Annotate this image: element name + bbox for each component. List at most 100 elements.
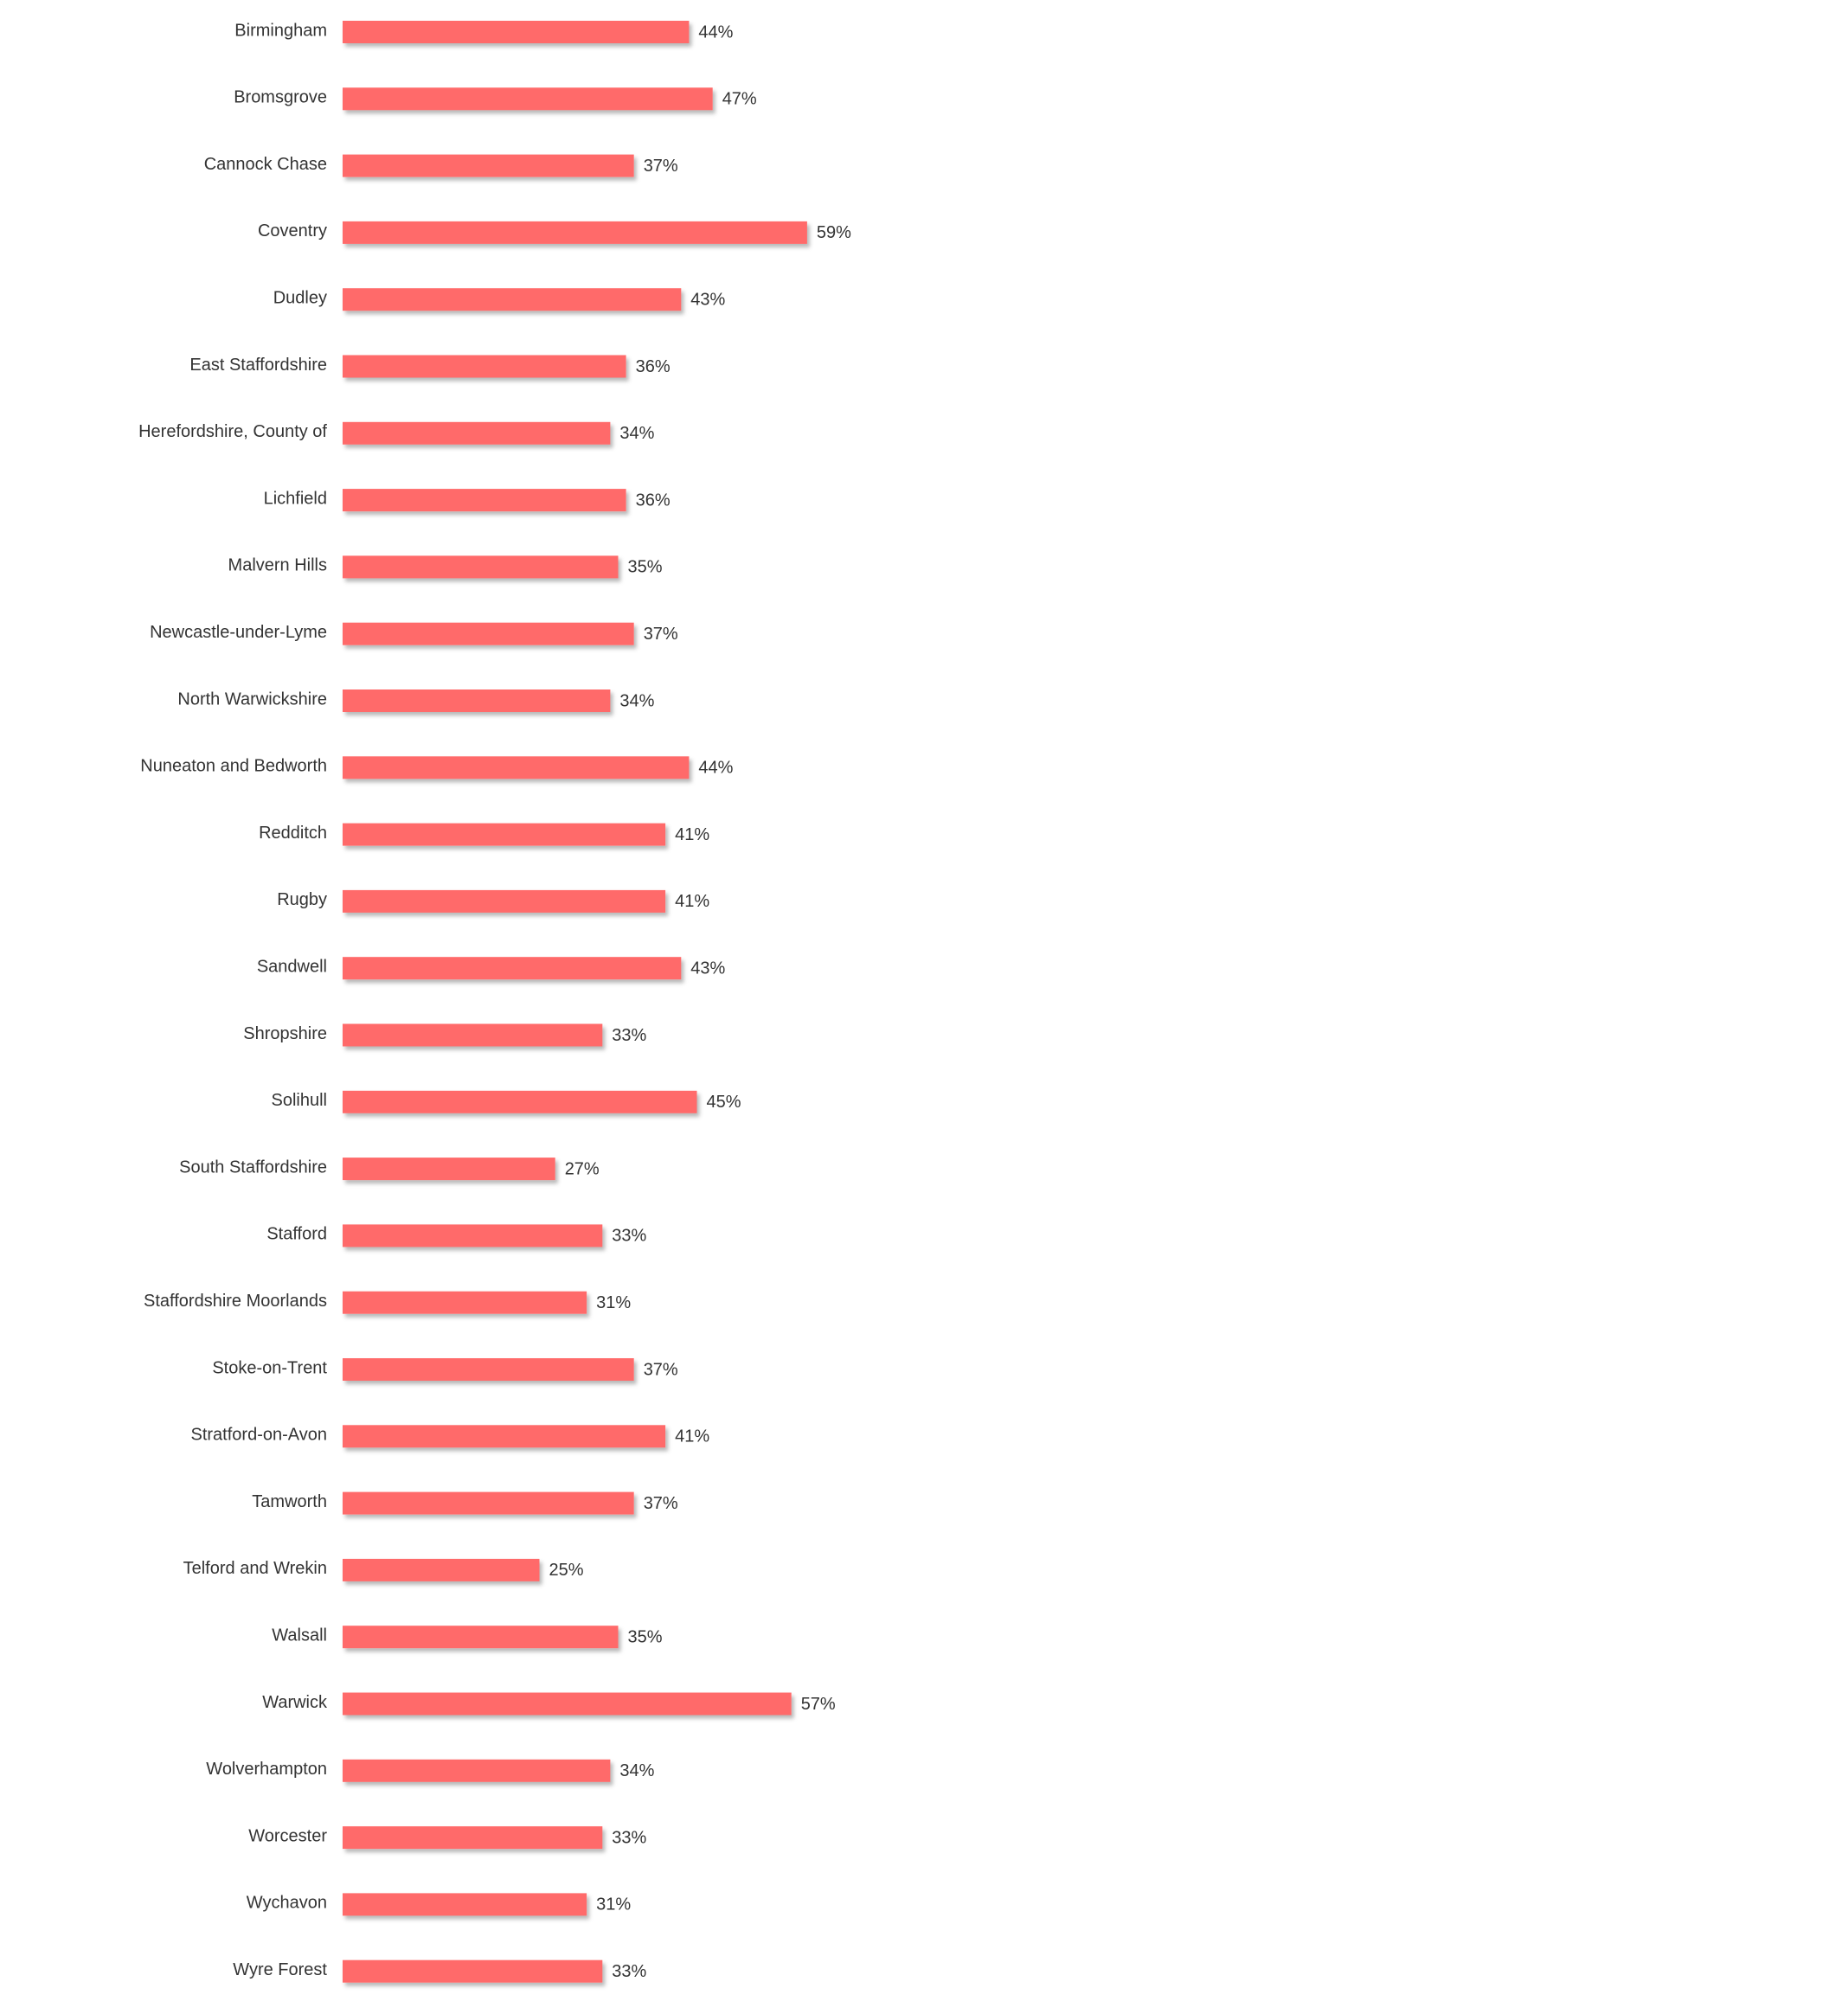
value-label: 33% <box>612 1828 646 1847</box>
category-label: Warwick <box>262 1693 328 1712</box>
value-label: 57% <box>801 1695 836 1714</box>
bar-row: Bromsgrove 47% <box>234 87 757 111</box>
category-label: Wyre Forest <box>233 1960 327 1979</box>
bar <box>343 1558 540 1581</box>
bar <box>343 1826 603 1850</box>
category-label: East Staffordshire <box>189 356 327 375</box>
bar-row: Newcastle-under-Lyme 37% <box>150 622 678 645</box>
category-label: Stratford-on-Avon <box>191 1426 328 1445</box>
bar <box>343 1023 603 1047</box>
bar <box>343 1959 603 1983</box>
category-label: Sandwell <box>257 957 327 976</box>
bar-row: Redditch 41% <box>259 823 709 846</box>
bar-row: Shropshire 33% <box>243 1023 647 1047</box>
bar-row: South Staffordshire 27% <box>179 1158 600 1181</box>
bar-row: Herefordshire, County of 34% <box>138 421 655 445</box>
value-label: 44% <box>698 22 733 42</box>
bar-row: Wyre Forest 33% <box>233 1959 647 1983</box>
bar <box>343 1759 611 1782</box>
value-label: 43% <box>690 959 725 978</box>
bar-row: Staffordshire Moorlands 31% <box>144 1291 631 1314</box>
bar-row: Walsall 35% <box>272 1626 663 1649</box>
category-label: South Staffordshire <box>179 1158 327 1177</box>
bar-row: Sandwell 43% <box>257 957 726 980</box>
bar-row: Nuneaton and Bedworth 44% <box>140 756 734 779</box>
bar <box>343 1491 634 1515</box>
bar <box>343 1893 587 1916</box>
value-label: 43% <box>690 290 725 309</box>
value-label: 27% <box>565 1159 600 1178</box>
value-label: 41% <box>675 825 709 844</box>
bar <box>343 689 611 712</box>
category-label: Rugby <box>277 890 327 909</box>
bar <box>343 1692 792 1716</box>
bar <box>343 823 666 846</box>
bar <box>343 1158 555 1181</box>
bar <box>343 421 611 445</box>
value-label: 33% <box>612 1962 646 1981</box>
bar-row: Cannock Chase 37% <box>204 154 678 177</box>
value-label: 34% <box>619 691 654 710</box>
bar <box>343 355 626 378</box>
bar <box>343 555 619 579</box>
category-label: Walsall <box>272 1626 327 1645</box>
value-label: 25% <box>549 1561 584 1580</box>
bar-row: Dudley 43% <box>273 288 726 311</box>
bar <box>343 87 713 111</box>
bar <box>343 957 682 980</box>
value-label: 35% <box>628 558 663 577</box>
bar <box>343 1626 619 1649</box>
value-label: 37% <box>644 625 678 644</box>
category-label: Dudley <box>273 288 327 307</box>
bar <box>343 21 690 43</box>
category-label: Staffordshire Moorlands <box>144 1292 327 1311</box>
bar-row: Stafford 33% <box>266 1224 647 1247</box>
value-label: 31% <box>596 1895 631 1914</box>
category-label: Cannock Chase <box>204 155 327 174</box>
category-label: Worcester <box>248 1826 327 1845</box>
bar-row: Wolverhampton 34% <box>206 1759 655 1782</box>
bar <box>343 1090 697 1113</box>
category-label: Wolverhampton <box>206 1760 327 1779</box>
value-label: 33% <box>612 1026 646 1045</box>
category-label: Shropshire <box>243 1024 327 1043</box>
value-label: 37% <box>644 1494 678 1513</box>
value-label: 31% <box>596 1293 631 1312</box>
value-label: 37% <box>644 1360 678 1379</box>
category-label: Solihull <box>272 1091 327 1110</box>
category-label: Redditch <box>259 824 327 843</box>
category-label: Wychavon <box>247 1894 327 1913</box>
category-label: Bromsgrove <box>234 88 327 107</box>
bar-row: Wychavon 31% <box>247 1893 631 1916</box>
bar-row: Worcester 33% <box>248 1826 647 1850</box>
bar-row: Malvern Hills 35% <box>228 555 663 579</box>
bar <box>343 1224 603 1247</box>
category-label: Nuneaton and Bedworth <box>140 757 327 776</box>
category-label: Stafford <box>266 1225 327 1244</box>
bar-row: Tamworth 37% <box>252 1491 678 1515</box>
value-label: 45% <box>707 1093 741 1112</box>
value-label: 59% <box>817 223 851 242</box>
value-label: 34% <box>619 424 654 443</box>
category-label: North Warwickshire <box>177 689 327 709</box>
bar-row: Solihull 45% <box>272 1090 741 1113</box>
bar <box>343 1291 587 1314</box>
bar-row: North Warwickshire 34% <box>177 689 655 712</box>
category-label: Telford and Wrekin <box>183 1559 327 1578</box>
bar <box>343 1358 634 1381</box>
bars-layer: Birmingham 44% Bromsgrove 47% Cannock Chase 3… <box>138 21 851 1983</box>
bar <box>343 221 807 244</box>
category-label: Tamworth <box>252 1492 327 1511</box>
bar-row: Coventry 59% <box>258 221 851 244</box>
bar-row: East Staffordshire 36% <box>189 355 671 378</box>
bar-row: Warwick 57% <box>262 1692 836 1716</box>
bar <box>343 756 690 779</box>
value-label: 47% <box>722 90 757 109</box>
value-label: 36% <box>636 491 671 510</box>
bar <box>343 1425 666 1448</box>
bar-row: Telford and Wrekin 25% <box>183 1558 584 1581</box>
bar-row: Stratford-on-Avon 41% <box>191 1425 709 1448</box>
category-label: Herefordshire, County of <box>138 422 327 441</box>
category-label: Lichfield <box>264 489 327 508</box>
